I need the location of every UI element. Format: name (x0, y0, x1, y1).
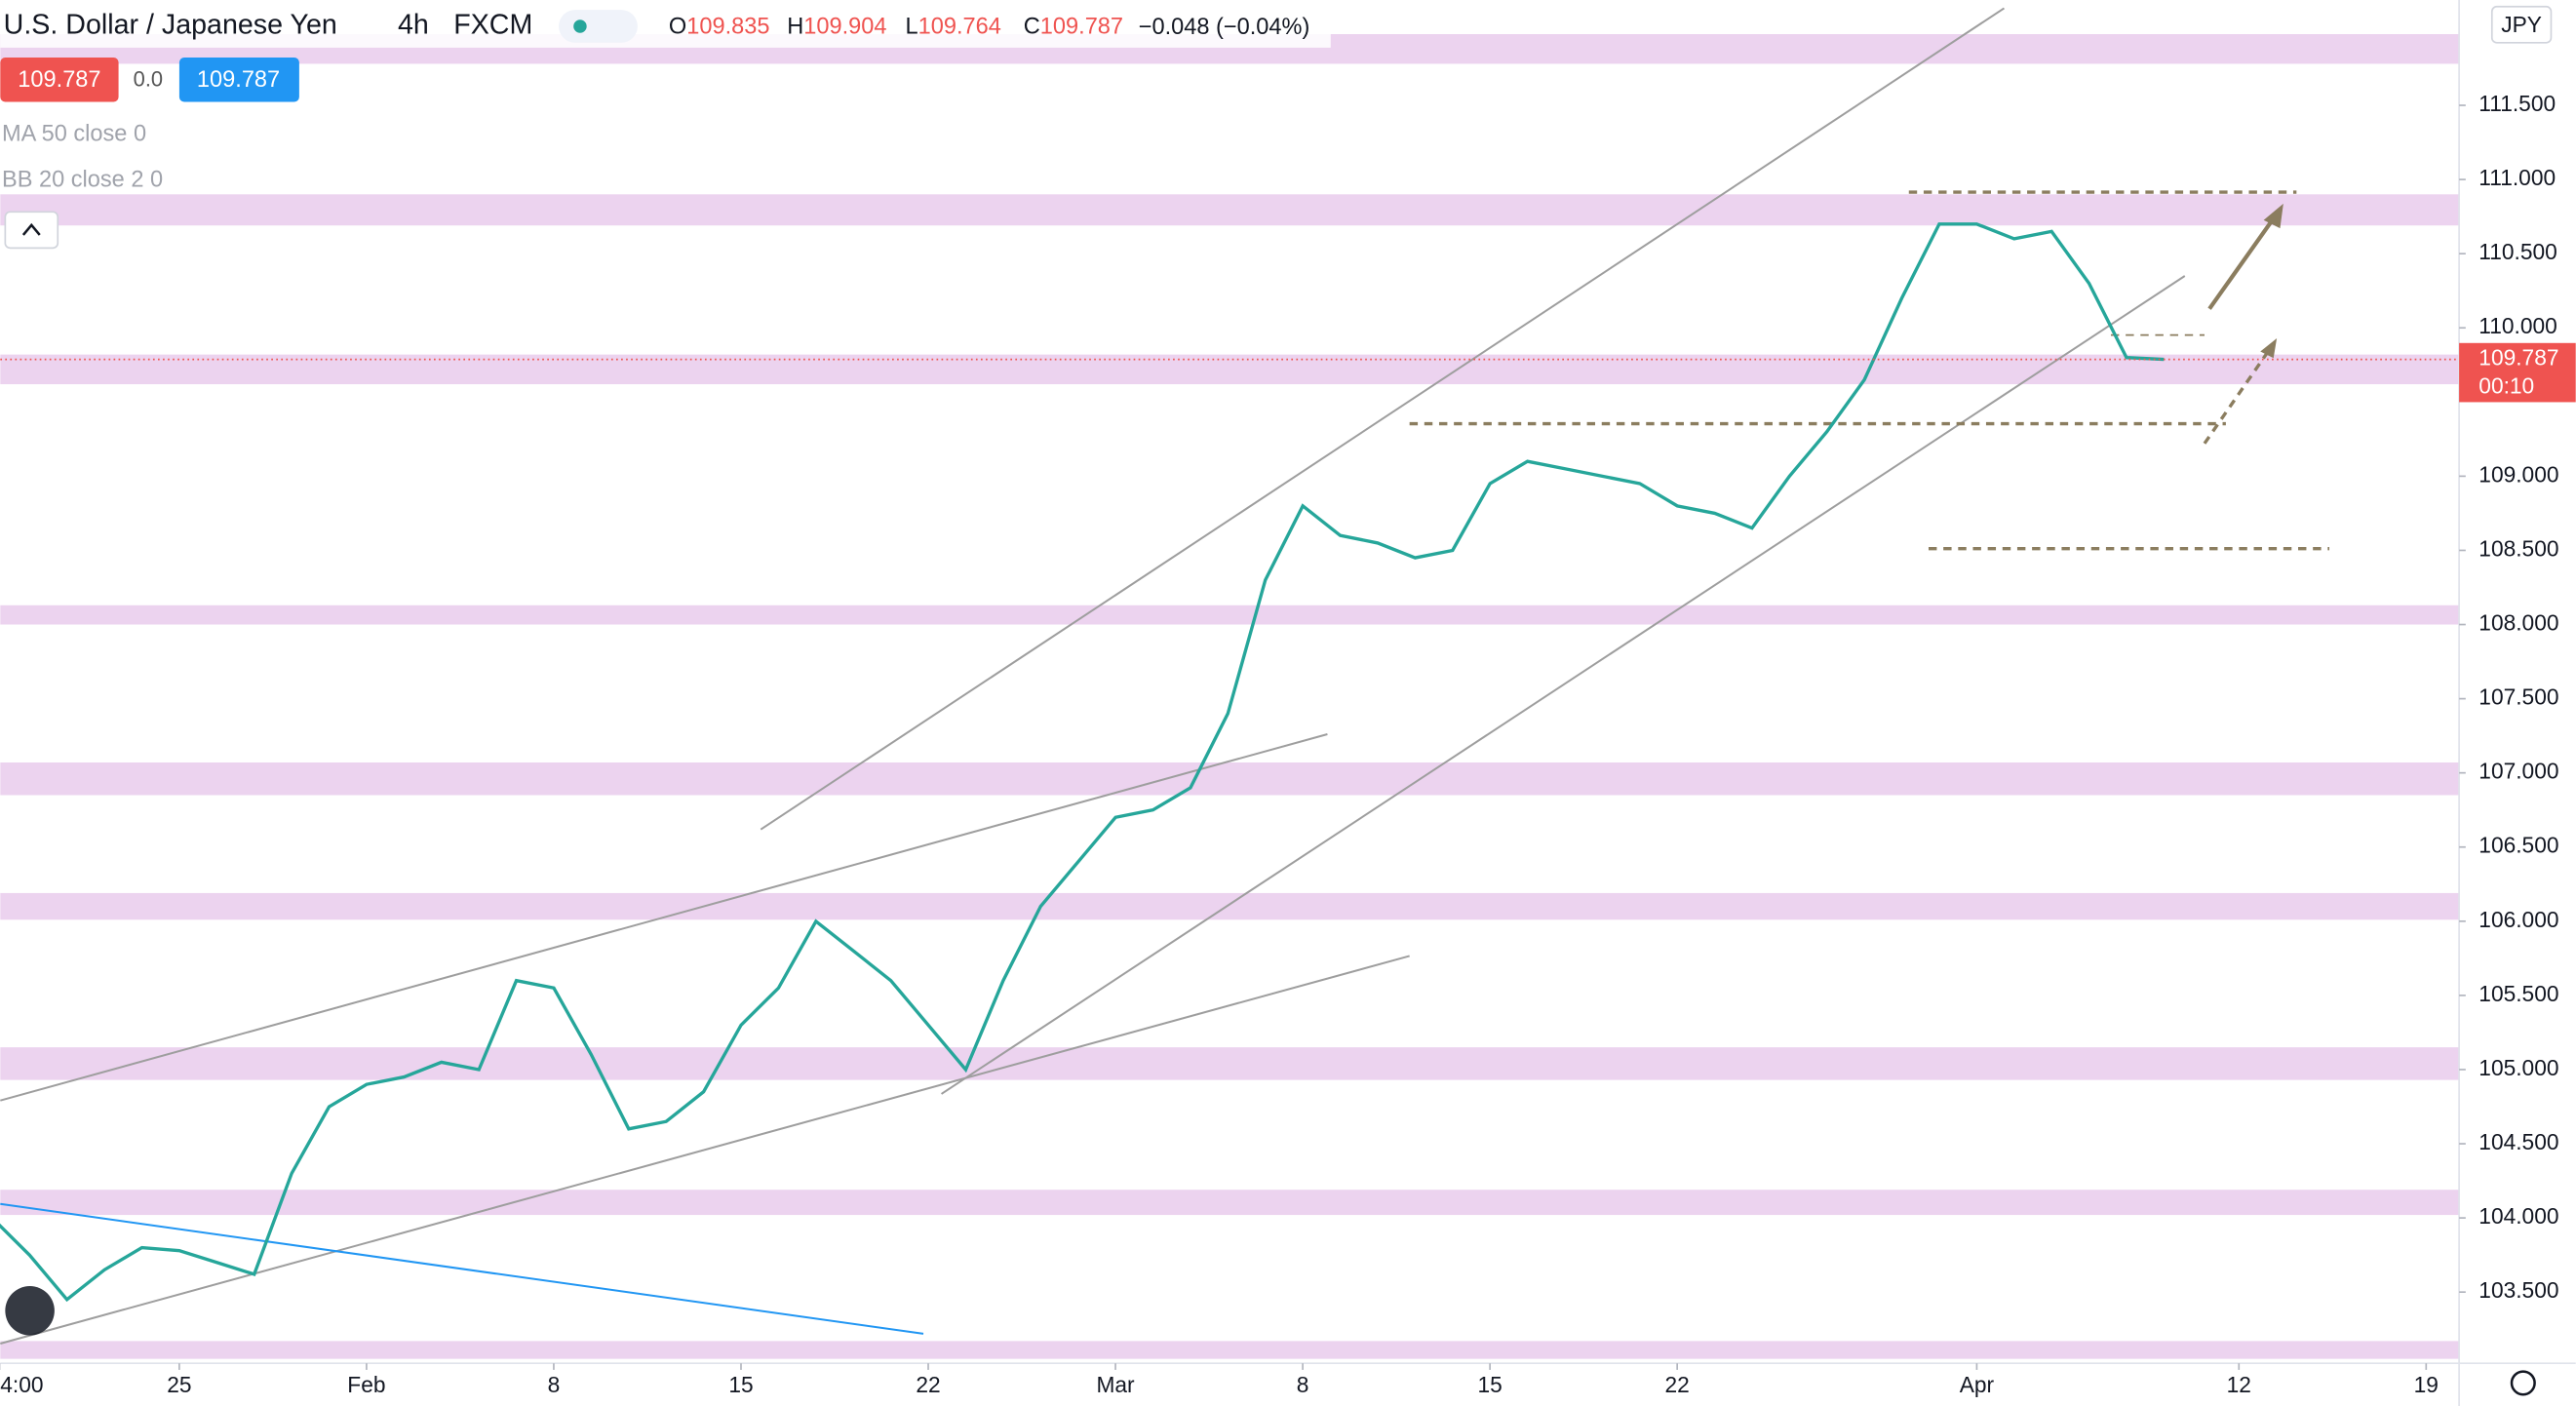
arrow (2207, 216, 2276, 310)
exchange: FXCM (453, 10, 532, 41)
buy-button[interactable] (178, 57, 299, 102)
x-tick-label: Apr (1960, 1372, 1995, 1397)
y-tick-label: 108.500 (2478, 535, 2558, 561)
y-tick-label: 107.000 (2478, 759, 2558, 784)
ohlc-item: O109.835 (669, 14, 770, 39)
y-tick-label: 104.500 (2478, 1129, 2558, 1154)
ohlc-label: C (1024, 14, 1040, 39)
ohlc-item: L109.764 (905, 14, 1000, 39)
x-tick-label: 15 (728, 1372, 753, 1397)
price-line (0, 222, 2165, 1303)
trend-line (760, 7, 2006, 831)
y-tick-label: 106.000 (2478, 907, 2558, 932)
trend-line (940, 275, 2186, 1095)
y-tick-label: 103.500 (2478, 1277, 2558, 1303)
arrow (2203, 352, 2269, 445)
buy-price: 109.787 (197, 66, 280, 92)
zone (0, 1047, 2460, 1080)
y-tick-label: 104.000 (2478, 1203, 2558, 1229)
ohlc-item: H109.904 (787, 14, 886, 39)
sell-price: 109.787 (18, 66, 100, 92)
spread: 0.0 (134, 66, 163, 91)
header-bg (0, 5, 1331, 48)
header: U.S. Dollar / Japanese Yen 4h FXCM O109.… (0, 5, 1331, 250)
ohlc-item: C109.787 (1024, 14, 1123, 39)
currency: JPY (2501, 12, 2542, 37)
y-tick-label: 105.500 (2478, 981, 2558, 1006)
collapse-button[interactable] (4, 211, 59, 250)
chevron (21, 222, 41, 236)
currency-badge[interactable] (2490, 5, 2553, 44)
x-tick-label: 8 (1297, 1372, 1309, 1397)
y-tick-label: 110.000 (2478, 313, 2557, 338)
zone (0, 194, 2460, 226)
zone (0, 1190, 2460, 1216)
x-tick-label: 22 (916, 1372, 940, 1397)
settings-icon[interactable] (2510, 1370, 2536, 1396)
interval: 4h (398, 10, 429, 41)
sell-button[interactable] (0, 57, 119, 102)
y-tick-label: 110.500 (2478, 239, 2557, 264)
x-tick-label: Feb (347, 1372, 385, 1397)
y-tick-label: 107.500 (2478, 684, 2558, 710)
indicator[interactable]: MA 50 close 0 (2, 120, 146, 145)
y-tick-label: 106.500 (2478, 833, 2558, 858)
last-price: 109.787 (2478, 345, 2558, 371)
zone (0, 1341, 2460, 1359)
ohlc-label: H (787, 14, 803, 39)
zone (0, 605, 2460, 625)
x-tick-label: 4:00 (0, 1372, 43, 1397)
last-price-tag (2459, 342, 2576, 403)
y-tick-label: 105.000 (2478, 1055, 2558, 1080)
trend-line (0, 733, 1328, 1102)
trend-line (0, 955, 1410, 1345)
zone (0, 762, 2460, 796)
y-tick-label: 111.500 (2478, 91, 2556, 116)
y-tick-label: 109.000 (2478, 461, 2558, 487)
status-pill (559, 10, 638, 43)
x-tick-label: 8 (548, 1372, 561, 1397)
price-axis (2459, 0, 2576, 1406)
status-dot (573, 20, 587, 33)
ohlc-label: O (669, 14, 686, 39)
y-tick-label: 108.000 (2478, 610, 2558, 636)
x-tick-label: 12 (2227, 1372, 2251, 1397)
time-axis (0, 1363, 2576, 1406)
ohlc-label: L (905, 14, 917, 39)
arrow-head (2260, 338, 2278, 359)
indicator[interactable]: BB 20 close 2 0 (2, 167, 163, 192)
zone (0, 892, 2460, 920)
x-tick-label: 22 (1665, 1372, 1690, 1397)
arrow-head (2263, 203, 2283, 229)
x-tick-label: 19 (2414, 1372, 2439, 1397)
logo (5, 1286, 55, 1336)
x-tick-label: Mar (1096, 1372, 1135, 1397)
ohlc-value: 109.904 (803, 14, 886, 39)
y-tick-label: 111.000 (2478, 165, 2556, 190)
x-tick-label: 15 (1477, 1372, 1502, 1397)
symbol: U.S. Dollar / Japanese Yen (4, 10, 337, 41)
change: −0.048 (−0.04%) (1139, 14, 1310, 39)
x-tick-label: 25 (167, 1372, 191, 1397)
trend-line (0, 1202, 924, 1335)
countdown: 00:10 (2478, 372, 2534, 398)
ohlc-value: 109.764 (918, 14, 1001, 39)
ohlc-value: 109.835 (686, 14, 769, 39)
ohlc-value: 109.787 (1040, 14, 1123, 39)
